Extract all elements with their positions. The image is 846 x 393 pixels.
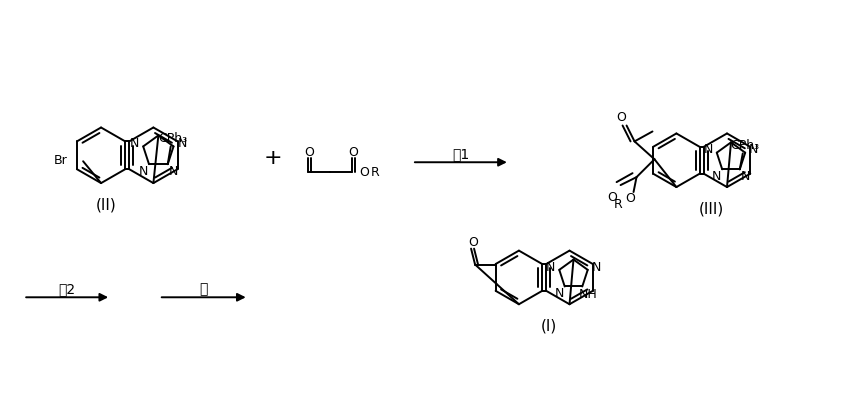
Text: Br: Br [53,154,67,167]
Text: R: R [371,166,380,179]
Text: (III): (III) [699,201,724,217]
Text: O: O [349,146,358,159]
Text: O: O [625,193,635,206]
Text: +: + [263,148,282,168]
Text: N: N [591,261,601,274]
Text: N: N [712,170,722,183]
Text: O: O [360,166,369,179]
Text: N: N [555,287,564,300]
Text: CPh₃: CPh₃ [158,132,187,145]
Text: R: R [614,198,623,211]
Text: 砦2: 砦2 [58,282,76,296]
Text: N: N [740,170,750,183]
Text: N: N [130,137,140,150]
Text: N: N [139,165,148,178]
Text: (I): (I) [541,319,557,334]
Text: 砦1: 砦1 [453,147,470,161]
Text: N: N [704,143,713,156]
Text: N: N [178,137,187,150]
Text: CPh₃: CPh₃ [730,139,760,152]
Text: O: O [617,111,627,124]
Text: (II): (II) [96,197,117,213]
Text: O: O [607,191,618,204]
Text: N: N [168,165,178,178]
Text: 酸: 酸 [200,282,208,296]
Text: NH: NH [579,288,597,301]
Text: N: N [546,261,556,274]
Text: N: N [749,143,758,156]
Text: O: O [468,236,478,249]
Text: O: O [305,146,315,159]
